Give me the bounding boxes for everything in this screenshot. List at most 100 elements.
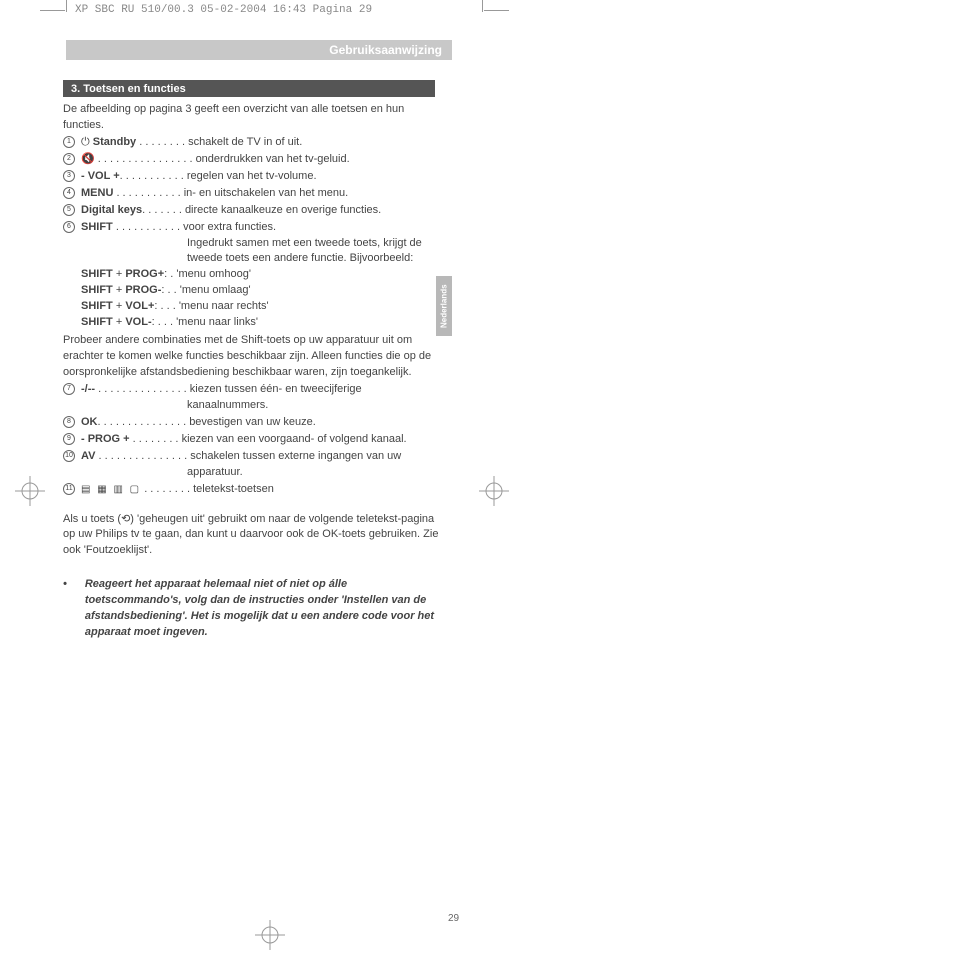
section-title-bar: 3. Toetsen en functies: [63, 80, 435, 97]
list-item: 9 - PROG + . . . . . . . . kiezen van een…: [63, 432, 441, 448]
item-number: 9: [63, 433, 75, 445]
item-number: 4: [63, 187, 75, 199]
crop-mark: [482, 0, 483, 12]
item-number: 5: [63, 204, 75, 216]
item-number: 7: [63, 383, 75, 395]
dots: : . .: [161, 284, 179, 296]
key-label: - VOL +: [81, 170, 120, 182]
dots: . . . . . . . . . . .: [113, 187, 183, 199]
item-number: 8: [63, 416, 75, 428]
key-label: Standby: [93, 136, 136, 148]
key-icon: 🔇: [81, 153, 95, 165]
item-desc: schakelen tussen externe ingangen van uw: [190, 450, 401, 462]
item-number: 1: [63, 136, 75, 148]
combo-desc: 'menu naar links': [176, 316, 258, 328]
key-label: MENU: [81, 187, 113, 199]
shift-extra-2: tweede toets een andere functie. Bijvoor…: [187, 251, 441, 267]
key-label: -/--: [81, 383, 95, 395]
combo-desc: 'menu omlaag': [180, 284, 251, 296]
item-text: Digital keys. . . . . . . directe kanaal…: [81, 203, 441, 219]
key-label: - PROG +: [81, 433, 130, 445]
shift-combo: SHIFT + VOL-: . . . 'menu naar links': [81, 315, 441, 331]
item-text: SHIFT . . . . . . . . . . . voor extra f…: [81, 220, 441, 236]
dots: . . . . . . . . . . . . . . .: [95, 383, 190, 395]
list-item: 4 MENU . . . . . . . . . . . in- en uitsc…: [63, 186, 441, 202]
registration-mark-bottom: [255, 920, 285, 950]
item-desc: regelen van het tv-volume.: [187, 170, 317, 182]
warning-note: • Reageert het apparaat helemaal niet of…: [63, 577, 441, 641]
item-desc: voor extra functies.: [183, 221, 276, 233]
dots: . . . . . . . .: [136, 136, 188, 148]
item-desc: onderdrukken van het tv-geluid.: [196, 153, 350, 165]
item-number: 10: [63, 450, 75, 462]
item-desc: in- en uitschakelen van het menu.: [184, 187, 349, 199]
key-label: SHIFT: [81, 221, 113, 233]
item-text: ⏻ Standby . . . . . . . . schakelt de TV…: [81, 135, 441, 151]
list-item: 2 🔇 . . . . . . . . . . . . . . . . onder…: [63, 152, 441, 168]
intro-text: De afbeelding op pagina 3 geeft een over…: [63, 102, 441, 134]
item-text: MENU . . . . . . . . . . . in- en uitsch…: [81, 186, 441, 202]
list-item: 8 OK. . . . . . . . . . . . . . . bevesti…: [63, 415, 441, 431]
item-desc: teletekst-toetsen: [193, 483, 274, 495]
teletext-icons: ▤ ▦ ▥ ▢: [81, 484, 141, 495]
item-text: 🔇 . . . . . . . . . . . . . . . . onderd…: [81, 152, 441, 168]
item-desc: kiezen tussen één- en tweecijferige: [190, 383, 362, 395]
dots: . . . . . . . . . . .: [120, 170, 187, 182]
page-content: De afbeelding op pagina 3 geeft een over…: [63, 102, 441, 641]
list-item: 6 SHIFT . . . . . . . . . . . voor extra …: [63, 220, 441, 236]
shift-try-text: Probeer andere combinaties met de Shift-…: [63, 333, 441, 381]
header-title: Gebruiksaanwijzing: [329, 43, 442, 57]
section-title: 3. Toetsen en functies: [71, 83, 186, 95]
item-text: - VOL +. . . . . . . . . . . regelen van…: [81, 169, 441, 185]
key-label: OK: [81, 416, 98, 428]
header-band: Gebruiksaanwijzing: [66, 40, 452, 60]
dots: : . . .: [152, 316, 176, 328]
list-item: 5 Digital keys. . . . . . . directe kanaa…: [63, 203, 441, 219]
combo-desc: 'menu naar rechts': [179, 300, 269, 312]
item-desc: directe kanaalkeuze en overige functies.: [185, 204, 381, 216]
item-number: 2: [63, 153, 75, 165]
key-label: AV: [81, 450, 95, 462]
warning-text: Reageert het apparaat helemaal niet of n…: [85, 577, 441, 641]
item-text: -/-- . . . . . . . . . . . . . . . kieze…: [81, 382, 441, 398]
dots: . . . . . . .: [142, 204, 185, 216]
item-text: OK. . . . . . . . . . . . . . . bevestig…: [81, 415, 441, 431]
shift-combo: SHIFT + PROG-: . . 'menu omlaag': [81, 283, 441, 299]
dots: . . . . . . . . . . . . . . .: [98, 416, 190, 428]
list-item: 1 ⏻ Standby . . . . . . . . schakelt de T…: [63, 135, 441, 151]
item-text: - PROG + . . . . . . . . kiezen van een …: [81, 432, 441, 448]
key-icon: ⏻: [81, 136, 90, 148]
dots: . . . . . . . . . . . . . . . .: [98, 153, 196, 165]
item-text: AV . . . . . . . . . . . . . . . schakel…: [81, 449, 441, 465]
shift-combo: SHIFT + VOL+: . . . 'menu naar rechts': [81, 299, 441, 315]
bullet-icon: •: [63, 577, 67, 641]
dots: . . . . . . . . . . .: [113, 221, 183, 233]
item-desc: kiezen van een voorgaand- of volgend kan…: [182, 433, 407, 445]
page-number: 29: [448, 913, 459, 924]
dots: . . . . . . . .: [130, 433, 182, 445]
shift-extra-1: Ingedrukt samen met een tweede toets, kr…: [187, 236, 441, 252]
item-number: 11: [63, 483, 75, 495]
dots: . . . . . . . . . . . . . . .: [95, 450, 190, 462]
file-header: XP SBC RU 510/00.3 05-02-2004 16:43 Pagi…: [75, 4, 372, 16]
item-desc-cont: kanaalnummers.: [187, 398, 441, 414]
dots: : .: [164, 268, 176, 280]
list-item: 3 - VOL +. . . . . . . . . . . regelen va…: [63, 169, 441, 185]
crop-mark: [66, 0, 67, 12]
crop-mark: [40, 10, 65, 11]
registration-mark-right: [479, 476, 509, 506]
shift-combo: SHIFT + PROG+: . 'menu omhoog': [81, 267, 441, 283]
registration-mark-left: [15, 476, 45, 506]
item-number: 3: [63, 170, 75, 182]
combo-desc: 'menu omhoog': [176, 268, 251, 280]
item-number: 6: [63, 221, 75, 233]
list-item: 11 ▤ ▦ ▥ ▢ . . . . . . . . teletekst-toet…: [63, 482, 441, 498]
item-desc: schakelt de TV in of uit.: [188, 136, 302, 148]
crop-mark: [484, 10, 509, 11]
item-desc: bevestigen van uw keuze.: [189, 416, 316, 428]
ok-note: Als u toets (⟲) 'geheugen uit' gebruikt …: [63, 512, 441, 560]
key-label: Digital keys: [81, 204, 142, 216]
dots: . . . . . . . .: [141, 483, 193, 495]
list-item: 7 -/-- . . . . . . . . . . . . . . . kiez…: [63, 382, 441, 398]
dots: : . . .: [154, 300, 178, 312]
